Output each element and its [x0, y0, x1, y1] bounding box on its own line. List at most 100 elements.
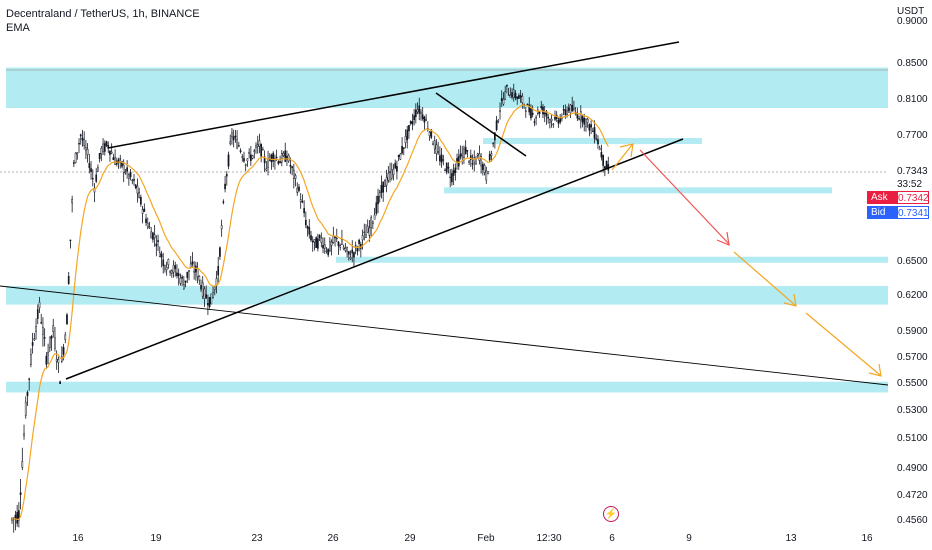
candle-body — [569, 104, 572, 114]
candle-body — [334, 236, 336, 239]
candle-body — [464, 146, 467, 155]
candle-body — [150, 231, 153, 239]
candle-body — [504, 91, 507, 100]
candle-body — [267, 158, 269, 168]
candle-body — [98, 153, 101, 160]
candle-body — [21, 461, 24, 468]
y-tick-11: 0.5100 — [897, 433, 928, 444]
bid-label: Bid — [871, 207, 886, 218]
candle-body — [110, 151, 113, 154]
candle-body — [232, 136, 235, 141]
y-tick-6: 0.6200 — [897, 290, 928, 301]
candle-body — [67, 276, 70, 284]
zone-3 — [336, 256, 888, 263]
candle-body — [552, 123, 555, 126]
candle-body — [543, 112, 546, 115]
candle-body — [229, 141, 232, 144]
candle-body — [227, 154, 230, 167]
candle-body — [131, 179, 134, 182]
candle-body — [196, 268, 199, 278]
candle-body — [588, 124, 591, 131]
candle-body — [549, 119, 551, 123]
candle-body — [73, 162, 75, 164]
zone-4 — [6, 285, 888, 305]
candle-body — [342, 246, 345, 249]
candle-body — [346, 247, 348, 252]
candle-body — [547, 116, 549, 119]
indicator-label[interactable]: EMA — [6, 22, 30, 34]
candle-body — [145, 218, 147, 223]
candle-body — [265, 168, 268, 171]
candle-body — [117, 159, 120, 164]
x-tick-10: 16 — [861, 533, 873, 544]
orange-down-arrow-2 — [805, 312, 881, 376]
candle-body — [396, 165, 398, 172]
candle-body — [280, 153, 283, 163]
candle-body — [140, 197, 142, 205]
candle-body — [250, 154, 252, 161]
candle-body — [598, 147, 601, 151]
bar-countdown: 33:52 — [897, 179, 923, 190]
ask-value: 0.7342 — [897, 191, 929, 204]
candle-body — [536, 109, 539, 114]
candle-body — [591, 130, 594, 133]
candle-body — [382, 181, 385, 193]
candle-body — [50, 335, 53, 339]
candle-body — [304, 219, 307, 226]
candle-body — [377, 195, 379, 205]
candle-body — [103, 143, 106, 152]
candle-body — [370, 217, 372, 228]
candle-body — [184, 280, 187, 283]
candle-body — [581, 116, 584, 123]
candle-body — [361, 235, 364, 241]
candle-body — [248, 151, 250, 154]
candle-body — [421, 114, 424, 119]
candle-body — [351, 249, 354, 254]
candle-body — [411, 121, 414, 125]
candle-body — [43, 337, 46, 339]
lightning-icon[interactable]: ⚡ — [603, 506, 619, 522]
candle-body — [129, 172, 132, 178]
candle-body — [554, 116, 556, 120]
candle-body — [30, 354, 32, 365]
candle-body — [451, 173, 453, 183]
candle-body — [414, 109, 417, 117]
candle-body — [406, 129, 409, 141]
candle-body — [435, 144, 438, 154]
candle-body — [263, 156, 266, 164]
candle-body — [224, 183, 226, 190]
candle-body — [586, 118, 589, 123]
candle-body — [308, 227, 311, 235]
candle-body — [177, 273, 180, 277]
candle-body — [573, 108, 575, 110]
candle-body — [585, 118, 587, 127]
candle-body — [384, 180, 386, 188]
candle-body — [535, 116, 537, 119]
candle-body — [509, 94, 512, 98]
candle-body — [18, 510, 20, 521]
candle-body — [603, 166, 606, 169]
symbol-title[interactable]: Decentraland / TetherUS, 1h, BINANCE — [6, 8, 200, 20]
candle-body — [550, 118, 553, 122]
ask-label: Ask — [871, 192, 888, 203]
candle-body — [571, 105, 574, 112]
candle-body — [279, 161, 281, 164]
candle-body — [157, 240, 159, 243]
orange-up-arrow — [611, 144, 633, 171]
orange-down-arrow-1-head — [783, 293, 797, 307]
candle-body — [439, 155, 441, 162]
candle-body — [55, 358, 58, 362]
long-descending-line — [0, 285, 889, 386]
candle-body — [590, 124, 592, 128]
x-tick-6: 12:30 — [536, 533, 561, 544]
candle-body — [134, 184, 137, 188]
zone-0 — [6, 67, 888, 108]
candle-body — [397, 155, 400, 157]
candle-body — [109, 150, 111, 155]
y-tick-14: 0.4560 — [897, 515, 928, 526]
x-tick-2: 23 — [251, 533, 263, 544]
candle-body — [402, 147, 405, 149]
candle-body — [480, 155, 482, 167]
candle-body — [452, 170, 455, 176]
